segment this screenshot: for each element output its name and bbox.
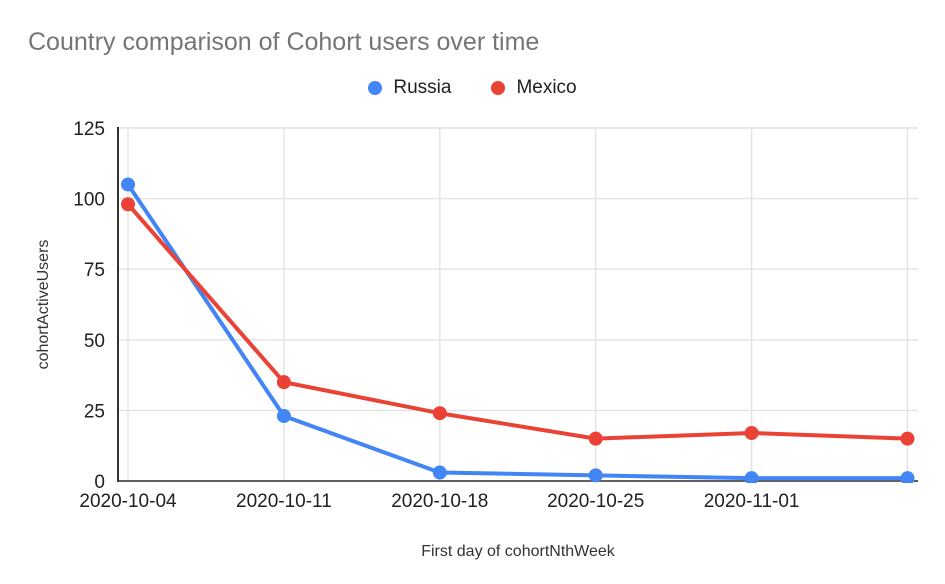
point-mexico-1[interactable] [276,375,291,390]
y-tick-label-100: 100 [73,190,105,211]
y-tick-label-0: 0 [94,472,105,493]
point-mexico-0[interactable] [121,197,135,212]
y-tick-label-25: 25 [84,401,105,422]
x-tick-label-3: 2020-10-25 [547,491,644,512]
point-russia-1[interactable] [276,409,291,424]
point-russia-2[interactable] [432,465,447,480]
legend-dot-mexico-icon [491,81,506,95]
legend-item-mexico: Mexico [491,77,577,99]
point-mexico-4[interactable] [744,425,759,440]
line-russia [126,182,910,481]
point-mexico-5[interactable] [900,431,915,446]
point-russia-5[interactable] [900,471,915,485]
point-russia-4[interactable] [744,471,759,485]
chart-legend: Russia Mexico [0,77,945,99]
chart-title: Country comparison of Cohort users over … [28,28,540,56]
x-tick-label-0: 2020-10-04 [79,491,177,512]
x-axis-title: First day of cohortNthWeek [421,543,616,560]
y-tick-label-125: 125 [73,119,105,140]
y-tick-label-75: 75 [84,260,105,281]
y-tick-label-50: 50 [84,331,105,352]
point-russia-0[interactable] [121,177,135,192]
legend-dot-russia-icon [368,81,383,95]
series-mexico [121,197,915,446]
x-tick-label-4: 2020-11-01 [704,491,800,512]
legend-item-russia: Russia [368,77,451,99]
series-russia [121,177,915,485]
x-tick-label-1: 2020-10-11 [236,491,332,512]
legend-label-russia: Russia [393,77,452,98]
legend-label-mexico: Mexico [516,77,577,98]
y-axis-title: cohortActiveUsers [35,240,52,370]
point-mexico-3[interactable] [588,431,603,446]
x-tick-label-2: 2020-10-18 [391,491,488,512]
point-mexico-2[interactable] [432,406,447,421]
point-russia-3[interactable] [588,468,603,483]
line-mexico [126,202,910,441]
